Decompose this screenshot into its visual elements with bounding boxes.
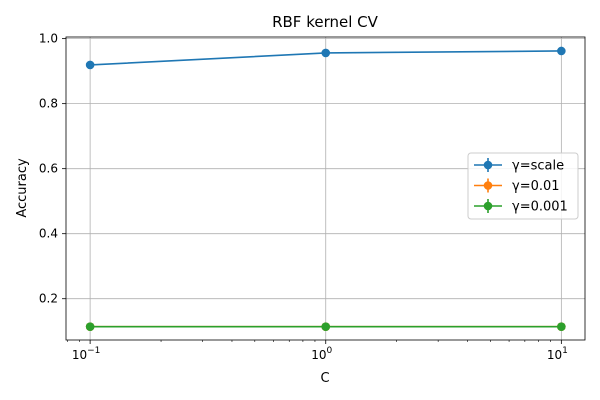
legend-box (467, 152, 579, 220)
x-tick-label-base: 10 (311, 348, 326, 362)
legend: γ=scale γ=0.01 γ=0.001 (467, 152, 579, 220)
legend-item: γ=0.01 (474, 178, 560, 194)
legend-label: γ=0.01 (512, 179, 560, 194)
legend-marker (483, 160, 493, 170)
data-point (85, 60, 95, 70)
legend-marker (483, 201, 493, 211)
legend-label: γ=0.001 (512, 200, 568, 215)
x-tick-label: 10−1 (72, 346, 101, 362)
legend-label: γ=scale (512, 159, 564, 174)
series-0 (85, 46, 566, 70)
series-layer (85, 46, 566, 331)
legend-marker (483, 181, 493, 190)
y-tick-label: 0.6 (39, 162, 58, 176)
y-tick-label: 0.4 (39, 227, 58, 241)
x-axis-ticks: 10−1 100 101 (66, 340, 568, 362)
legend-item: γ=0.001 (474, 199, 568, 215)
y-tick-label: 0.2 (39, 292, 58, 306)
y-tick-label: 1.0 (39, 32, 58, 46)
data-point (321, 322, 331, 331)
x-tick-label-exponent: −1 (87, 346, 100, 356)
series-2 (85, 322, 566, 331)
y-axis-label: Accuracy (15, 158, 30, 218)
x-tick-label-base: 10 (72, 348, 87, 362)
data-point (557, 46, 566, 56)
x-tick-label: 101 (547, 346, 568, 362)
data-point (557, 322, 566, 331)
y-tick-label: 0.8 (39, 97, 58, 111)
x-tick-label: 100 (311, 346, 332, 362)
y-axis-ticks: 0.2 0.4 0.6 0.8 1.0 (39, 32, 66, 306)
chart-title: RBF kernel CV (272, 13, 379, 31)
x-tick-label-exponent: 0 (327, 346, 333, 356)
x-axis-label: C (320, 371, 329, 386)
data-point (321, 48, 331, 58)
grid (66, 37, 585, 340)
x-tick-label-exponent: 1 (562, 346, 568, 356)
legend-item: γ=scale (474, 158, 564, 174)
data-point (85, 322, 95, 331)
x-tick-label-base: 10 (547, 348, 562, 362)
